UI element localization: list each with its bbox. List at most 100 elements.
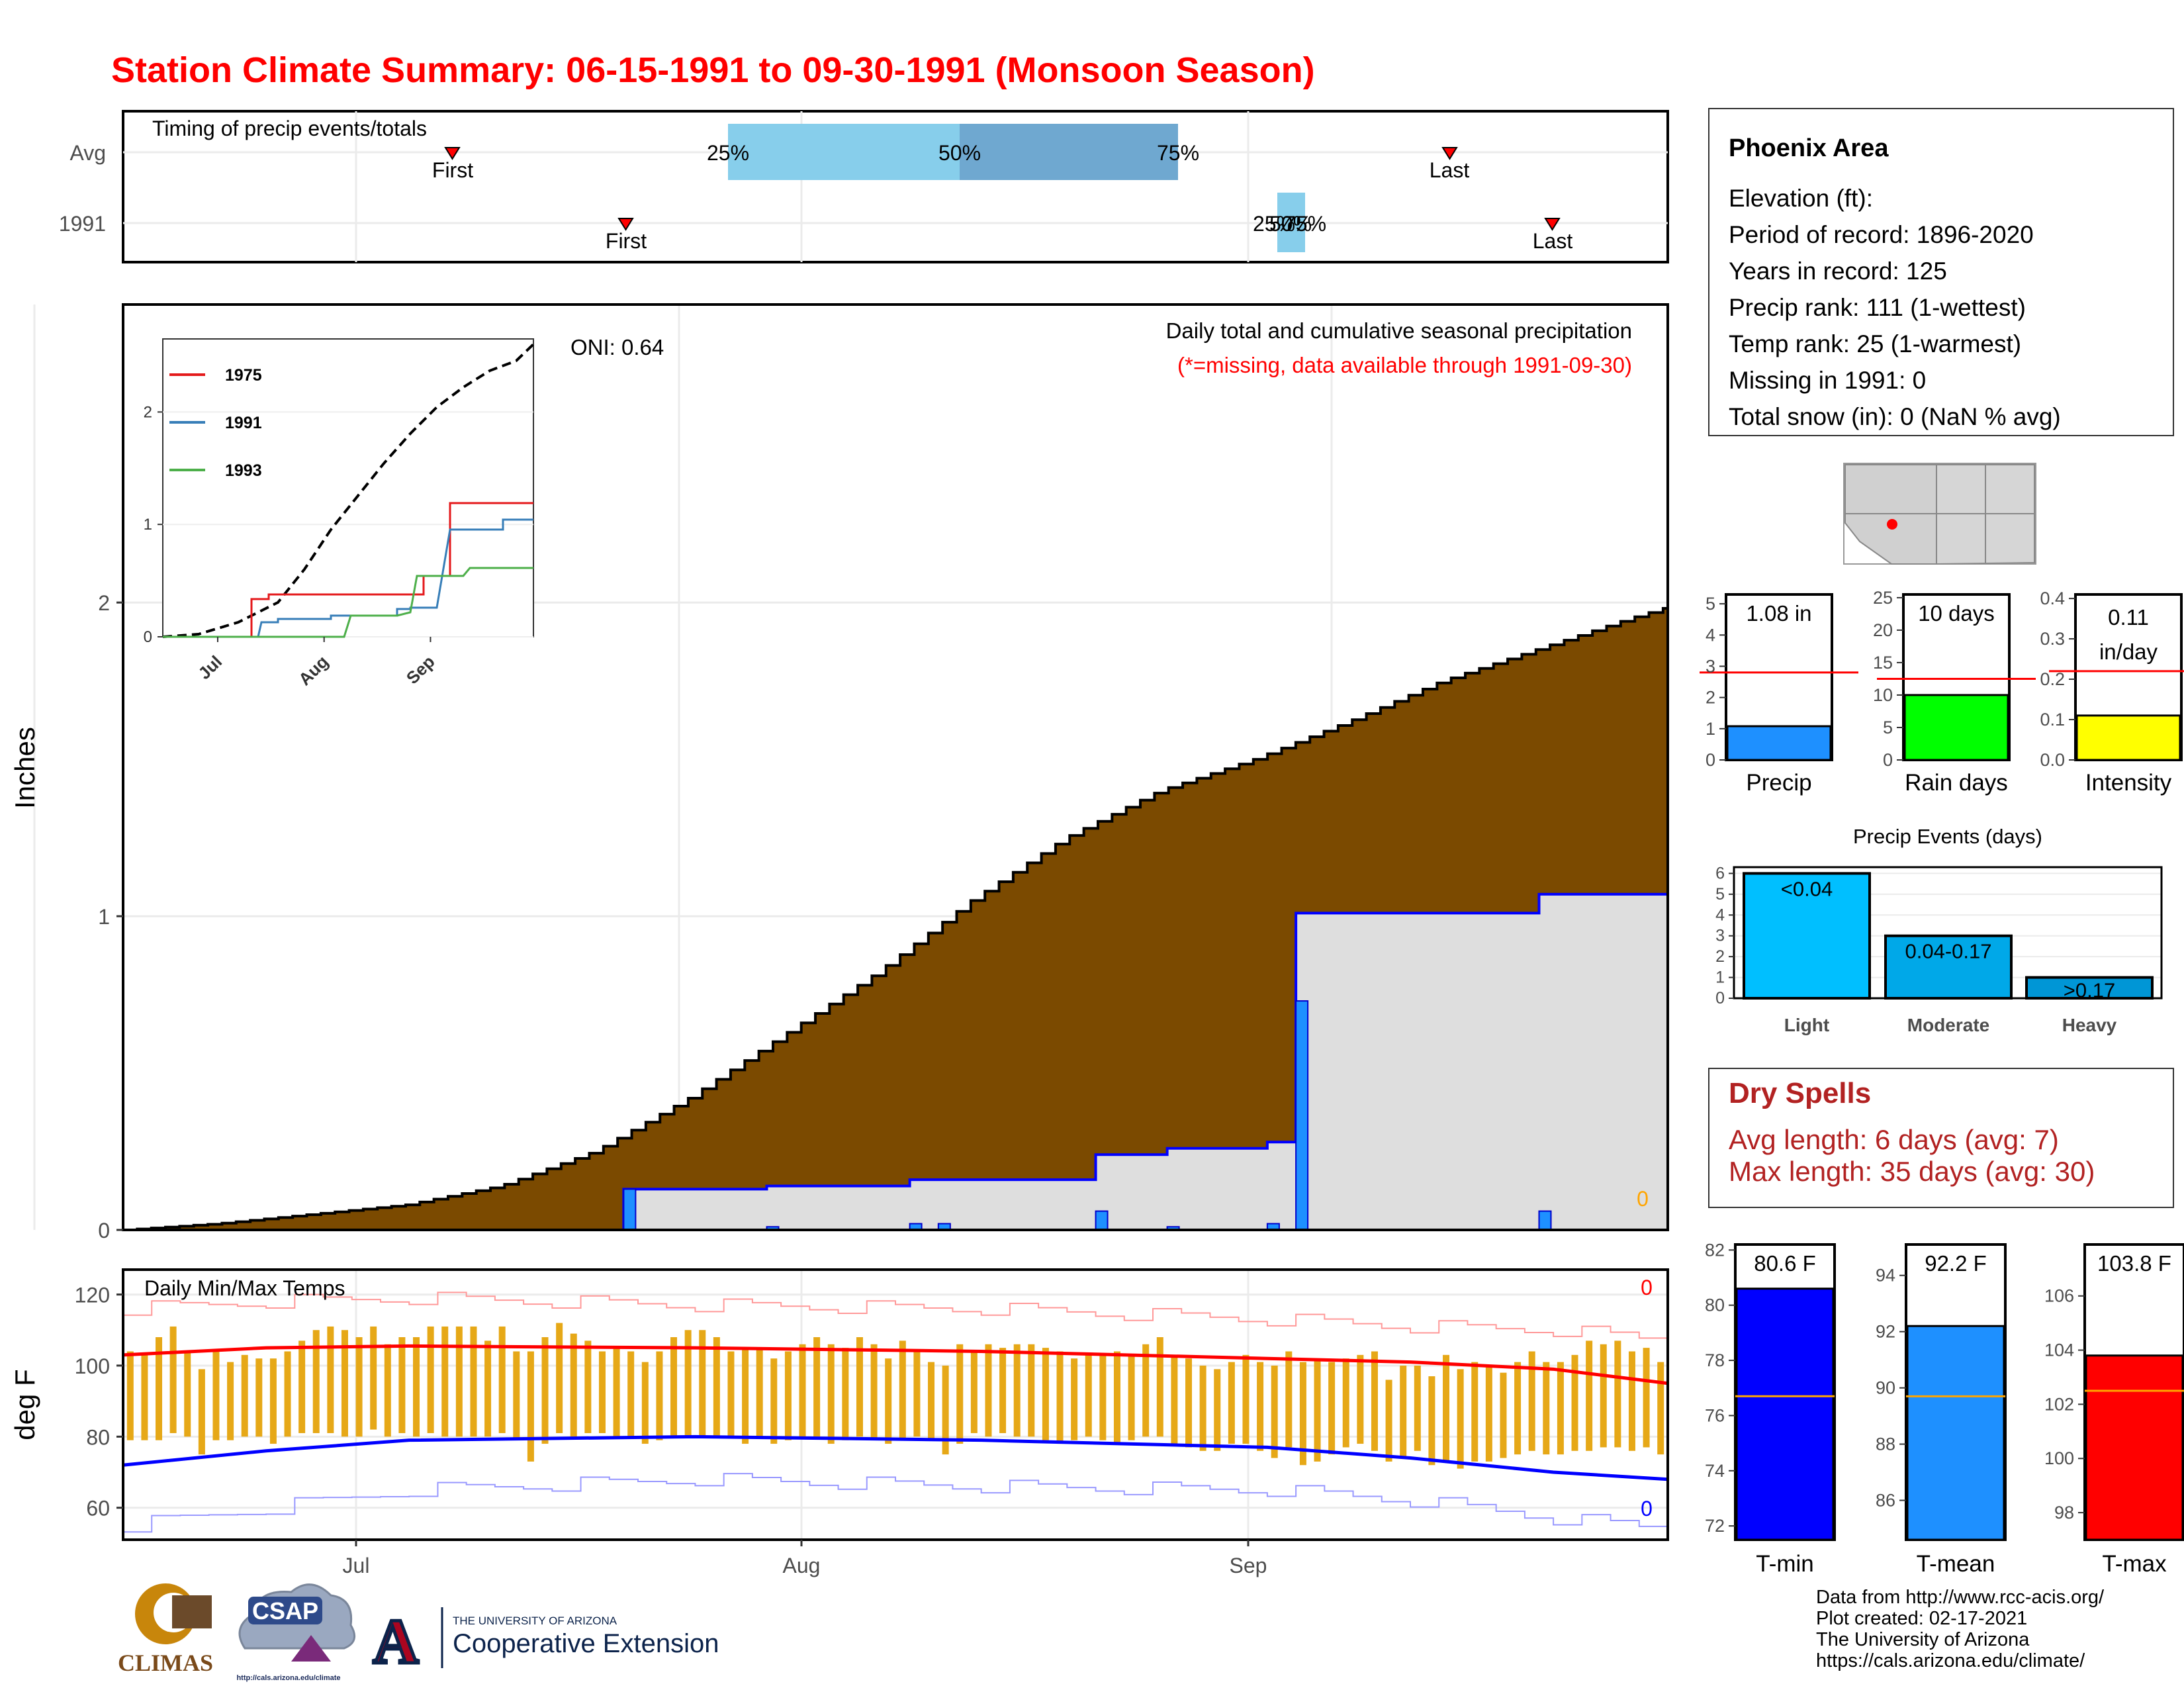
locator-map <box>1843 463 2036 565</box>
daily-temp-bar <box>1657 1362 1664 1455</box>
daily-temp-bar <box>1643 1348 1650 1448</box>
dry-spells-title: Dry Spells <box>1729 1077 1871 1109</box>
station-location-dot <box>1887 519 1897 530</box>
daily-temp-bar <box>970 1351 978 1433</box>
mini-chart-value-text: 0.11 <box>2108 605 2149 630</box>
mini-chart-tick-label: 3 <box>1706 656 1715 676</box>
station-info-line: Elevation (ft): <box>1729 185 1873 212</box>
timing-title: Timing of precip events/totals <box>152 117 427 140</box>
inset-ytick-label: 2 <box>144 403 152 421</box>
temp-summary-t-max: 103.8 F 98 100 102 104 106 T-max <box>2044 1243 2184 1577</box>
daily-precip-bar <box>1095 1210 1109 1231</box>
daily-temp-bar <box>1571 1354 1578 1451</box>
footer: Data from http://www.rcc-acis.org/Plot c… <box>1816 1587 2105 1671</box>
daily-temp-bar <box>1199 1365 1206 1451</box>
precip-ylabel: Inches <box>9 727 40 809</box>
daily-temp-bar <box>384 1344 391 1437</box>
daily-temp-bar <box>742 1348 749 1444</box>
daily-temp-bar <box>341 1330 348 1437</box>
temp-xtick-label: Sep <box>1230 1554 1267 1577</box>
daily-temp-bar <box>1085 1354 1092 1437</box>
daily-temp-bar <box>899 1340 906 1440</box>
daily-temp-bar <box>184 1351 191 1437</box>
events-bar <box>2025 976 2154 1000</box>
temp-summary-bar <box>2085 1354 2184 1541</box>
station-info-line: Years in record: 125 <box>1729 258 1947 285</box>
daily-temp-bar <box>856 1337 863 1437</box>
dry-spells-avg: Avg length: 6 days (avg: 7) <box>1729 1124 2059 1155</box>
mean-max-line <box>122 1344 1668 1385</box>
avg-p25-label: 25% <box>707 141 749 165</box>
mini-chart-label: Rain days <box>1905 770 2008 796</box>
temp-summary-tick-label: 80 <box>1705 1295 1725 1315</box>
daily-temp-bar <box>813 1337 821 1437</box>
events-category-label: Moderate <box>1907 1015 1989 1035</box>
events-category-label: Light <box>1784 1015 1829 1035</box>
daily-temp-bar <box>455 1326 463 1437</box>
daily-temp-bar <box>942 1365 949 1455</box>
temp-summary-tick-label: 102 <box>2044 1394 2074 1414</box>
y1991-last-label: Last <box>1533 229 1573 253</box>
mini-chart-tick-label: 5 <box>1706 594 1715 614</box>
daily-temp-bar <box>827 1344 835 1444</box>
daily-temp-bar <box>370 1326 377 1430</box>
inset-line-1975 <box>163 502 533 638</box>
mini-chart-bar <box>1726 725 1832 761</box>
events-tick-label: 4 <box>1715 906 1725 924</box>
daily-temp-bar <box>513 1351 520 1440</box>
daily-temp-bar <box>1242 1354 1250 1444</box>
temp-summary-t-min: 80.6 F 72 74 76 78 80 82 T-min <box>1705 1240 1836 1577</box>
daily-temp-bar <box>885 1358 892 1444</box>
csap-logo: CSAP http://cals.arizona.edu/climate <box>236 1583 356 1682</box>
mini-chart-tick-label: 4 <box>1706 625 1715 645</box>
mini-chart-tick-label: 0.4 <box>2040 588 2065 608</box>
daily-temp-bar <box>1042 1348 1049 1440</box>
daily-temp-bar <box>327 1326 334 1433</box>
daily-temp-bar <box>284 1351 291 1437</box>
mini-chart-tick-label: 20 <box>1873 620 1893 640</box>
avg-25-50-box <box>728 124 960 180</box>
footer-line: https://cals.arizona.edu/climate/ <box>1816 1650 2085 1671</box>
daily-temp-bar <box>1628 1351 1635 1451</box>
daily-temp-bar <box>141 1354 148 1440</box>
precip-events-chart: Precip Events (days) <0.04 Light 0.04-0.17 M… <box>1715 825 2163 1035</box>
daily-temp-bar <box>241 1354 248 1437</box>
temp-summary-tick-label: 106 <box>2044 1286 2074 1306</box>
temp-summary-tick-label: 86 <box>1876 1491 1895 1511</box>
daily-temp-bar <box>1128 1354 1135 1440</box>
precip-subtitle: Daily total and cumulative seasonal prec… <box>1166 318 1632 343</box>
temp-summary-value: 103.8 F <box>2097 1251 2171 1276</box>
daily-temp-bar <box>1285 1351 1293 1448</box>
daily-temp-bar <box>1342 1358 1349 1448</box>
station-name: Phoenix Area <box>1729 134 1889 162</box>
daily-temp-bar <box>713 1337 720 1437</box>
daily-temp-bar <box>1271 1365 1278 1458</box>
mini-chart-tick-label: 25 <box>1873 588 1893 608</box>
mean-min-line <box>122 1434 1668 1481</box>
daily-temp-bar <box>699 1330 706 1437</box>
temp-summary-bar <box>1735 1288 1835 1541</box>
events-bar-label: <0.04 <box>1781 877 1833 900</box>
avg-p75-label: 75% <box>1157 141 1199 165</box>
daily-temp-bar <box>441 1326 449 1437</box>
daily-temp-bar <box>1328 1362 1336 1455</box>
daily-temp-bar <box>427 1326 434 1433</box>
mini-chart-tick-label: 1 <box>1706 719 1715 739</box>
temp-summary-tick-label: 104 <box>2044 1340 2074 1360</box>
y1991-p50-label: 50% <box>1269 212 1312 236</box>
events-tick-label: 3 <box>1715 927 1725 945</box>
ua-logo: A THE UNIVERSITY OF ARIZONA Cooperative … <box>363 1605 719 1679</box>
temp-summary-tick-label: 78 <box>1705 1350 1725 1370</box>
daily-temp-bar <box>1471 1362 1479 1462</box>
daily-temp-bar <box>756 1348 763 1437</box>
y1991-p75-label: 75% <box>1284 212 1326 236</box>
temp-ylabel: deg F <box>9 1369 40 1440</box>
ua-line1: THE UNIVERSITY OF ARIZONA <box>453 1615 617 1627</box>
daily-temp-bar <box>1156 1337 1163 1437</box>
temp-summary-value: 92.2 F <box>1925 1251 1987 1276</box>
inset-legend-label: 1975 <box>225 366 262 385</box>
daily-temp-bar <box>169 1326 177 1433</box>
avg-cumulative-area <box>123 606 1669 1231</box>
y1991-box <box>1277 193 1305 252</box>
